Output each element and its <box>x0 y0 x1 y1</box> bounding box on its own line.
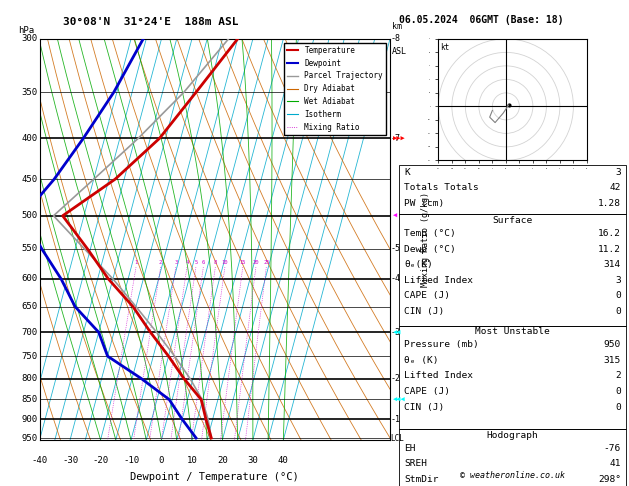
Text: 550: 550 <box>22 244 38 253</box>
Text: 15: 15 <box>240 260 246 265</box>
Text: 06.05.2024  06GMT (Base: 18): 06.05.2024 06GMT (Base: 18) <box>399 15 564 25</box>
Text: 40: 40 <box>278 456 289 465</box>
Text: 400: 400 <box>22 134 38 143</box>
Text: ◀: ◀ <box>393 213 398 219</box>
Text: CAPE (J): CAPE (J) <box>404 291 450 300</box>
Text: Temp (°C): Temp (°C) <box>404 229 456 238</box>
Text: 2: 2 <box>159 260 162 265</box>
Text: 10: 10 <box>221 260 228 265</box>
Text: 3: 3 <box>174 260 177 265</box>
Text: -7: -7 <box>391 134 401 143</box>
Text: ASL: ASL <box>392 47 407 56</box>
Text: 20: 20 <box>217 456 228 465</box>
Text: -3: -3 <box>391 328 401 337</box>
Text: Lifted Index: Lifted Index <box>404 276 474 285</box>
Text: 3: 3 <box>615 276 621 285</box>
Text: Hodograph: Hodograph <box>487 431 538 440</box>
Text: 30: 30 <box>247 456 259 465</box>
Text: 20: 20 <box>253 260 259 265</box>
Text: 5: 5 <box>194 260 198 265</box>
Text: 30°08'N  31°24'E  188m ASL: 30°08'N 31°24'E 188m ASL <box>63 17 238 27</box>
Text: ◀◀: ◀◀ <box>393 330 402 335</box>
Text: LCL: LCL <box>391 434 404 443</box>
Text: 900: 900 <box>22 415 38 424</box>
Text: 0: 0 <box>615 387 621 396</box>
Text: 450: 450 <box>22 175 38 184</box>
Text: 10: 10 <box>187 456 198 465</box>
Text: 3: 3 <box>615 168 621 177</box>
Text: StmDir: StmDir <box>404 475 439 484</box>
Text: 11.2: 11.2 <box>598 244 621 254</box>
Text: θₑ(K): θₑ(K) <box>404 260 433 269</box>
Text: 300: 300 <box>22 35 38 43</box>
Text: 2: 2 <box>615 371 621 381</box>
Text: 800: 800 <box>22 374 38 383</box>
Text: SREH: SREH <box>404 459 428 469</box>
Text: 1: 1 <box>135 260 138 265</box>
Text: ▶▶▶: ▶▶▶ <box>393 136 406 141</box>
Text: 314: 314 <box>604 260 621 269</box>
Text: PW (cm): PW (cm) <box>404 199 445 208</box>
Text: Mixing Ratio (g/kg): Mixing Ratio (g/kg) <box>421 192 430 287</box>
Text: 650: 650 <box>22 302 38 311</box>
Text: 298°: 298° <box>598 475 621 484</box>
Text: Dewp (°C): Dewp (°C) <box>404 244 456 254</box>
Text: km: km <box>392 22 402 31</box>
Text: 42: 42 <box>610 183 621 192</box>
Text: kt: kt <box>440 43 449 52</box>
Text: -20: -20 <box>92 456 109 465</box>
Text: -8: -8 <box>391 35 401 43</box>
Text: 0: 0 <box>615 307 621 316</box>
Text: 0: 0 <box>615 291 621 300</box>
Text: 950: 950 <box>22 434 38 443</box>
Text: 950: 950 <box>604 340 621 349</box>
Text: Surface: Surface <box>493 216 533 225</box>
Text: Pressure (mb): Pressure (mb) <box>404 340 479 349</box>
Text: CIN (J): CIN (J) <box>404 307 445 316</box>
Text: -4: -4 <box>391 275 401 283</box>
Text: Lifted Index: Lifted Index <box>404 371 474 381</box>
Text: 16.2: 16.2 <box>598 229 621 238</box>
Text: © weatheronline.co.uk: © weatheronline.co.uk <box>460 471 565 480</box>
Text: -76: -76 <box>604 444 621 453</box>
Text: 8: 8 <box>214 260 217 265</box>
Text: 500: 500 <box>22 211 38 220</box>
Text: ◀◀◀: ◀◀◀ <box>393 397 406 402</box>
Text: CIN (J): CIN (J) <box>404 402 445 412</box>
Text: 41: 41 <box>610 459 621 469</box>
Text: Totals Totals: Totals Totals <box>404 183 479 192</box>
Text: 25: 25 <box>263 260 270 265</box>
Text: -2: -2 <box>391 374 401 383</box>
Text: 700: 700 <box>22 328 38 337</box>
Text: -10: -10 <box>123 456 139 465</box>
Text: 750: 750 <box>22 352 38 361</box>
Text: 4: 4 <box>186 260 189 265</box>
Text: EH: EH <box>404 444 416 453</box>
Legend: Temperature, Dewpoint, Parcel Trajectory, Dry Adiabat, Wet Adiabat, Isotherm, Mi: Temperature, Dewpoint, Parcel Trajectory… <box>284 43 386 135</box>
Text: -40: -40 <box>31 456 48 465</box>
Text: 315: 315 <box>604 356 621 365</box>
Text: Most Unstable: Most Unstable <box>476 327 550 336</box>
Text: -30: -30 <box>62 456 78 465</box>
Text: Dewpoint / Temperature (°C): Dewpoint / Temperature (°C) <box>130 472 299 482</box>
Text: CAPE (J): CAPE (J) <box>404 387 450 396</box>
Text: 850: 850 <box>22 395 38 404</box>
Text: 6: 6 <box>202 260 205 265</box>
Text: 600: 600 <box>22 275 38 283</box>
Text: 0: 0 <box>159 456 164 465</box>
Text: -1: -1 <box>391 415 401 424</box>
Text: 0: 0 <box>615 402 621 412</box>
Text: θₑ (K): θₑ (K) <box>404 356 439 365</box>
Text: 1.28: 1.28 <box>598 199 621 208</box>
Text: K: K <box>404 168 410 177</box>
Text: hPa: hPa <box>19 26 35 35</box>
Text: 350: 350 <box>22 88 38 97</box>
Text: -5: -5 <box>391 244 401 253</box>
